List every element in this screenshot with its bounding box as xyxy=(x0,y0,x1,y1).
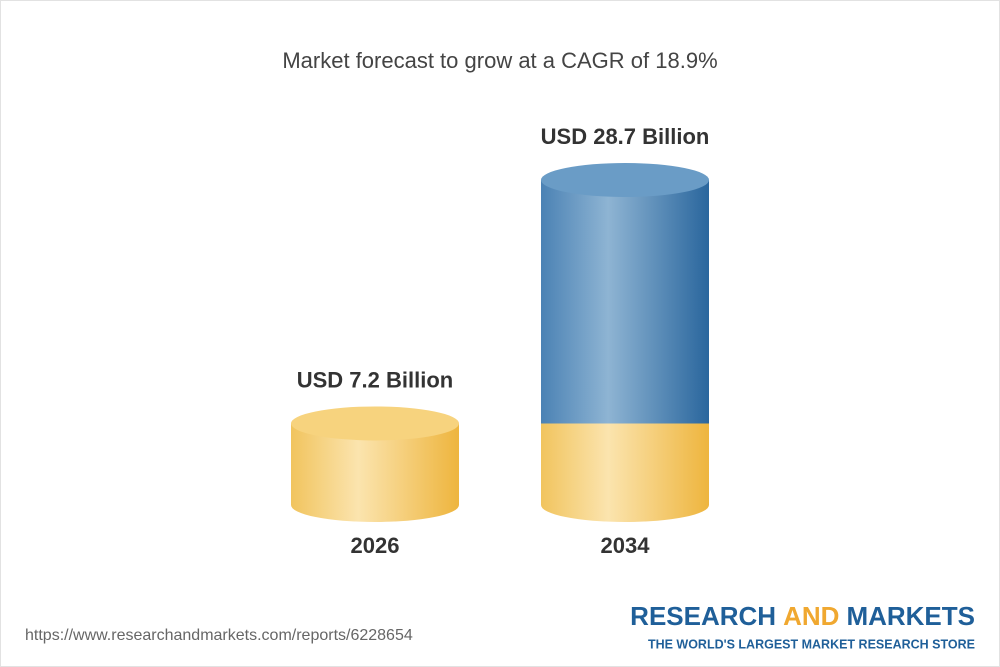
cylinder-body xyxy=(541,423,709,522)
category-label: 2034 xyxy=(601,533,651,558)
source-url: https://www.researchandmarkets.com/repor… xyxy=(25,627,413,644)
logo-part: AND xyxy=(783,601,839,631)
category-label: 2026 xyxy=(351,533,400,558)
cylinder-body xyxy=(291,423,459,522)
logo-part: RESEARCH xyxy=(630,601,776,631)
value-label: USD 28.7 Billion xyxy=(541,124,710,149)
cylinder-body xyxy=(541,180,709,441)
cylinder-top xyxy=(291,406,459,441)
logo: RESEARCH AND MARKETS xyxy=(630,601,975,631)
logo-part: MARKETS xyxy=(846,601,975,631)
chart-title: Market forecast to grow at a CAGR of 18.… xyxy=(282,48,717,73)
logo-tagline: THE WORLD'S LARGEST MARKET RESEARCH STOR… xyxy=(648,637,975,651)
cylinder-top xyxy=(541,163,709,197)
value-label: USD 7.2 Billion xyxy=(297,367,453,392)
